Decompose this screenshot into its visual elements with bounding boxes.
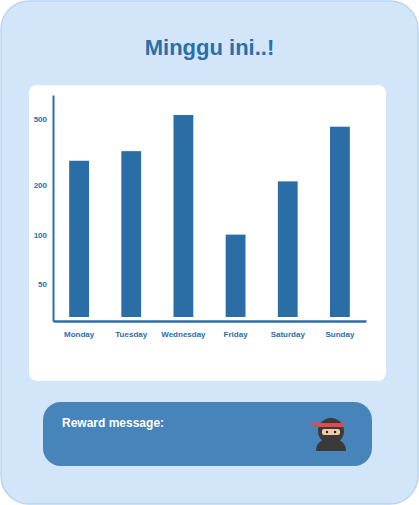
y-tick-label: 200	[34, 181, 48, 190]
card	[1, 1, 418, 504]
bar	[278, 181, 298, 317]
ninja-face	[322, 429, 340, 435]
y-tick: 50	[38, 280, 53, 289]
ninja-band	[318, 423, 344, 427]
x-tick: Wednesday	[161, 321, 206, 339]
ninja-head	[318, 418, 344, 444]
bar	[121, 151, 141, 317]
y-tick: 500	[34, 115, 53, 124]
reward-label: Reward message:	[62, 416, 164, 430]
chart-panel	[29, 85, 386, 381]
y-tick-label: 500	[34, 115, 48, 124]
x-tick: Friday	[224, 321, 249, 339]
y-tick-label: 100	[34, 231, 48, 240]
y-axis-line	[53, 96, 55, 322]
x-axis-line	[54, 320, 367, 323]
ninja-icon	[312, 418, 346, 451]
bars	[69, 115, 350, 317]
x-tick: Sunday	[325, 321, 354, 339]
bar	[330, 127, 350, 317]
bar	[174, 115, 194, 317]
bar	[69, 161, 89, 317]
x-tick-label: Monday	[64, 330, 95, 339]
title: Minggu ini..!	[145, 35, 275, 60]
reward-box	[43, 402, 372, 466]
x-tick-label: Sunday	[325, 330, 354, 339]
x-tick-label: Tuesday	[115, 330, 147, 339]
page: Minggu ini..! 50 100 200 500 Monday Tuesday Wed…	[0, 0, 419, 505]
x-tick-label: Wednesday	[161, 330, 206, 339]
x-tick: Tuesday	[115, 321, 147, 339]
x-tick: Monday	[64, 321, 95, 339]
y-tick: 200	[34, 181, 53, 190]
y-axis: 50 100 200 500	[34, 96, 54, 322]
x-tick: Saturday	[271, 321, 306, 339]
ninja-band-tail	[312, 421, 318, 428]
y-tick-label: 50	[38, 280, 47, 289]
bar	[226, 235, 246, 317]
ninja-eye	[334, 431, 336, 433]
x-tick-label: Friday	[224, 330, 249, 339]
y-tick: 100	[34, 231, 53, 240]
ninja-eye	[326, 431, 328, 433]
x-axis: Monday Tuesday Wednesday Friday Saturday Sund…	[54, 321, 367, 339]
x-tick-label: Saturday	[271, 330, 306, 339]
